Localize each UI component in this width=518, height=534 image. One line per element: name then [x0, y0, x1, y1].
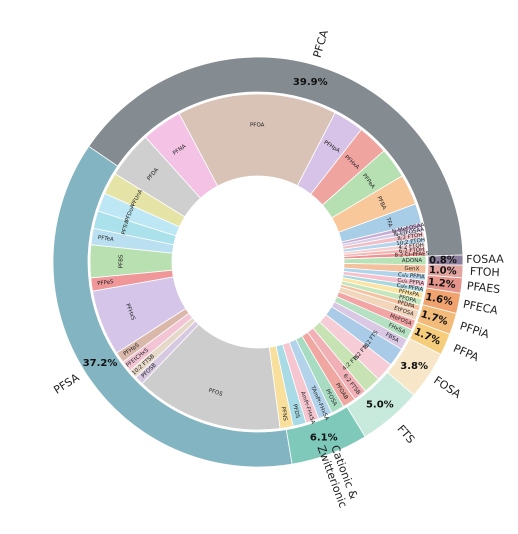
outer-ring [52, 56, 464, 468]
pct-label-pfaes: 1.2% [427, 277, 456, 291]
outer-label-fosa: FOSA [431, 374, 463, 402]
inner-label-8-2-ftoh: 8:2 FTOH [397, 232, 423, 242]
outer-label-pfca: PFCA [311, 28, 331, 59]
outer-label-pfpia: PFPiA [458, 320, 491, 342]
pct-label-pfeca: 1.6% [424, 292, 453, 308]
inner-label-pfdpa: PFDPA [397, 300, 416, 311]
inner-slice-pfoa [178, 93, 336, 187]
outer-label-pfsa: PFSA [51, 371, 82, 397]
inner-label-pfpes: PFPeS [97, 279, 115, 287]
pct-label-cationic-zwitterionic: 6.1% [310, 433, 338, 444]
inner-label-4-2-ftoh: 4:2 FTOH [398, 243, 424, 252]
outer-label-pfaes: PFAES [466, 279, 501, 296]
inner-label-pfbs: PFBS [118, 254, 124, 268]
inner-label-c-pfpia: C₈/₈ PFPiA [396, 283, 424, 293]
pct-label-fosaa: 0.8% [429, 255, 457, 266]
inner-label-pfns: PFNS [280, 406, 288, 421]
inner-label-pfhxpa: PFHxPA [398, 288, 420, 298]
outer-label-cationic-zwitterionic: Cationic &Zwitterionic [314, 439, 361, 509]
inner-label-pfopa: PFOPA [398, 294, 417, 304]
pct-label-pfca: 39.9% [293, 77, 328, 88]
outer-label-pfpa: PFPA [451, 342, 481, 365]
inner-label-6-2-ftoh: 6:2 FTOH [399, 247, 425, 255]
outer-label-fosaa: FOSAA [466, 253, 504, 266]
outer-label-fts: FTS [394, 422, 417, 446]
inner-label-pfds: PFDS [291, 404, 300, 420]
inner-label-10-2-ftoh: 10:2 FTOH [396, 237, 426, 247]
inner-label-c-pfpia: C₆/₆ PFPiA [398, 272, 425, 280]
inner-label-n-etfosaa: N-EtFOSAA [394, 227, 425, 239]
inner-label-adona: ADONA [402, 258, 422, 264]
inner-label-genx: GenX [404, 266, 419, 273]
inner-slice-pfna [144, 113, 219, 199]
inner-ring [89, 93, 427, 431]
outer-label-pfeca: PFECA [462, 298, 499, 318]
pct-label-ftoh: 1.0% [429, 265, 457, 277]
inner-label-pfoa: PFOA [250, 122, 265, 128]
outer-slice-pfca [88, 56, 464, 257]
inner-label-pfba: PFBA [375, 196, 387, 211]
inner-label-tfa: TFA [384, 216, 393, 228]
pct-label-fosa: 3.8% [400, 361, 428, 372]
inner-label-pftea: PFTeA [97, 235, 114, 243]
inner-label-8-2-cl-pfaes: 8:2 Cl-PFAES [394, 251, 429, 259]
pct-label-fts: 5.0% [366, 400, 394, 411]
inner-label-c-pfpia: C₆/₈ PFPiA [397, 278, 425, 287]
outer-slice-pfsa [52, 145, 293, 468]
outer-label-ftoh: FTOH [470, 265, 500, 279]
inner-label-pftra: PFTrA [121, 219, 131, 235]
inner-label-pfos: PFOS [208, 388, 224, 398]
pct-label-pfsa: 37.2% [83, 358, 118, 369]
